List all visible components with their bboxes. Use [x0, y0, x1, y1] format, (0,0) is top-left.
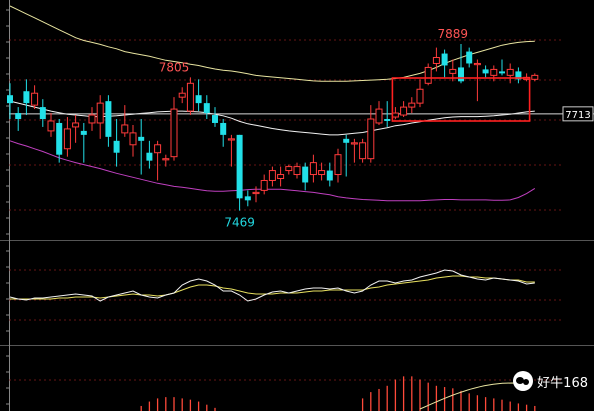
candle-body — [212, 115, 218, 123]
candle-body — [499, 71, 505, 74]
price-annotation: 7805 — [159, 60, 190, 74]
candle-body — [367, 118, 375, 160]
candle-body — [416, 88, 424, 104]
candle-body — [260, 179, 268, 191]
candle-body — [277, 174, 285, 180]
candle-body — [220, 122, 227, 135]
wechat-icon — [513, 371, 534, 391]
candle-body — [326, 170, 333, 181]
candle-body — [154, 144, 162, 154]
candle-body — [96, 102, 104, 124]
watermark: 好牛168 — [513, 371, 588, 391]
candle-body — [129, 132, 137, 146]
candle-body — [285, 166, 293, 172]
candle-body — [23, 91, 30, 104]
candle-body — [195, 95, 202, 104]
candle-body — [391, 112, 399, 118]
candle-body — [186, 82, 194, 112]
candle-body — [146, 152, 153, 161]
candle-body — [424, 66, 432, 84]
candle-body — [138, 136, 145, 141]
candle-body — [490, 68, 498, 76]
price-annotation: 7469 — [224, 216, 255, 230]
lower-band-line — [9, 140, 536, 202]
candle-body — [482, 69, 489, 74]
candle-body — [227, 138, 235, 141]
candle-body — [105, 101, 112, 137]
candle-body — [203, 103, 210, 114]
candle-body — [15, 113, 22, 119]
candle-body — [236, 134, 243, 199]
candle-body — [466, 51, 473, 64]
candle-body — [170, 108, 178, 158]
candle-body — [408, 102, 416, 108]
current-price-label: 7713 — [565, 110, 590, 121]
candle-body — [268, 170, 276, 181]
candle-body — [63, 128, 71, 150]
histogram-signal-line — [419, 382, 531, 410]
candle-body — [531, 74, 539, 80]
candle-body — [293, 166, 301, 176]
candle-body — [359, 142, 367, 160]
highlight-box — [391, 77, 531, 122]
oscillator-line-2 — [10, 275, 535, 300]
candle-body — [244, 196, 251, 201]
candle-body — [302, 166, 309, 183]
price-annotation: 7889 — [438, 27, 469, 41]
candle-body — [31, 92, 39, 106]
candle-body — [88, 114, 96, 124]
candle-body — [384, 119, 391, 121]
candle-body — [441, 53, 448, 66]
candle-body — [515, 71, 522, 80]
candle-body — [506, 68, 514, 76]
watermark-text: 好牛168 — [537, 375, 588, 391]
candle-body — [309, 162, 317, 176]
candle-body — [72, 122, 80, 128]
candle-body — [80, 130, 87, 135]
candle-body — [350, 142, 358, 145]
candle-body — [449, 68, 457, 74]
candle-body — [162, 158, 170, 161]
candle-body — [458, 67, 464, 82]
candle-body — [47, 120, 55, 132]
candle-body — [432, 57, 440, 64]
current-price-box — [562, 106, 594, 122]
candle-body — [56, 122, 63, 155]
candle-body — [318, 170, 326, 176]
candle-body — [343, 138, 350, 143]
candle-body — [473, 62, 481, 66]
candle-body — [7, 95, 13, 104]
candle-body — [178, 92, 186, 98]
candle-body — [400, 106, 408, 116]
candle-body — [375, 108, 383, 124]
candle-body — [113, 140, 120, 153]
candle-body — [334, 154, 342, 176]
candle-body — [252, 191, 260, 195]
candle-body — [39, 107, 46, 119]
oscillator-line-1 — [9, 269, 535, 302]
candle-body — [121, 124, 129, 134]
